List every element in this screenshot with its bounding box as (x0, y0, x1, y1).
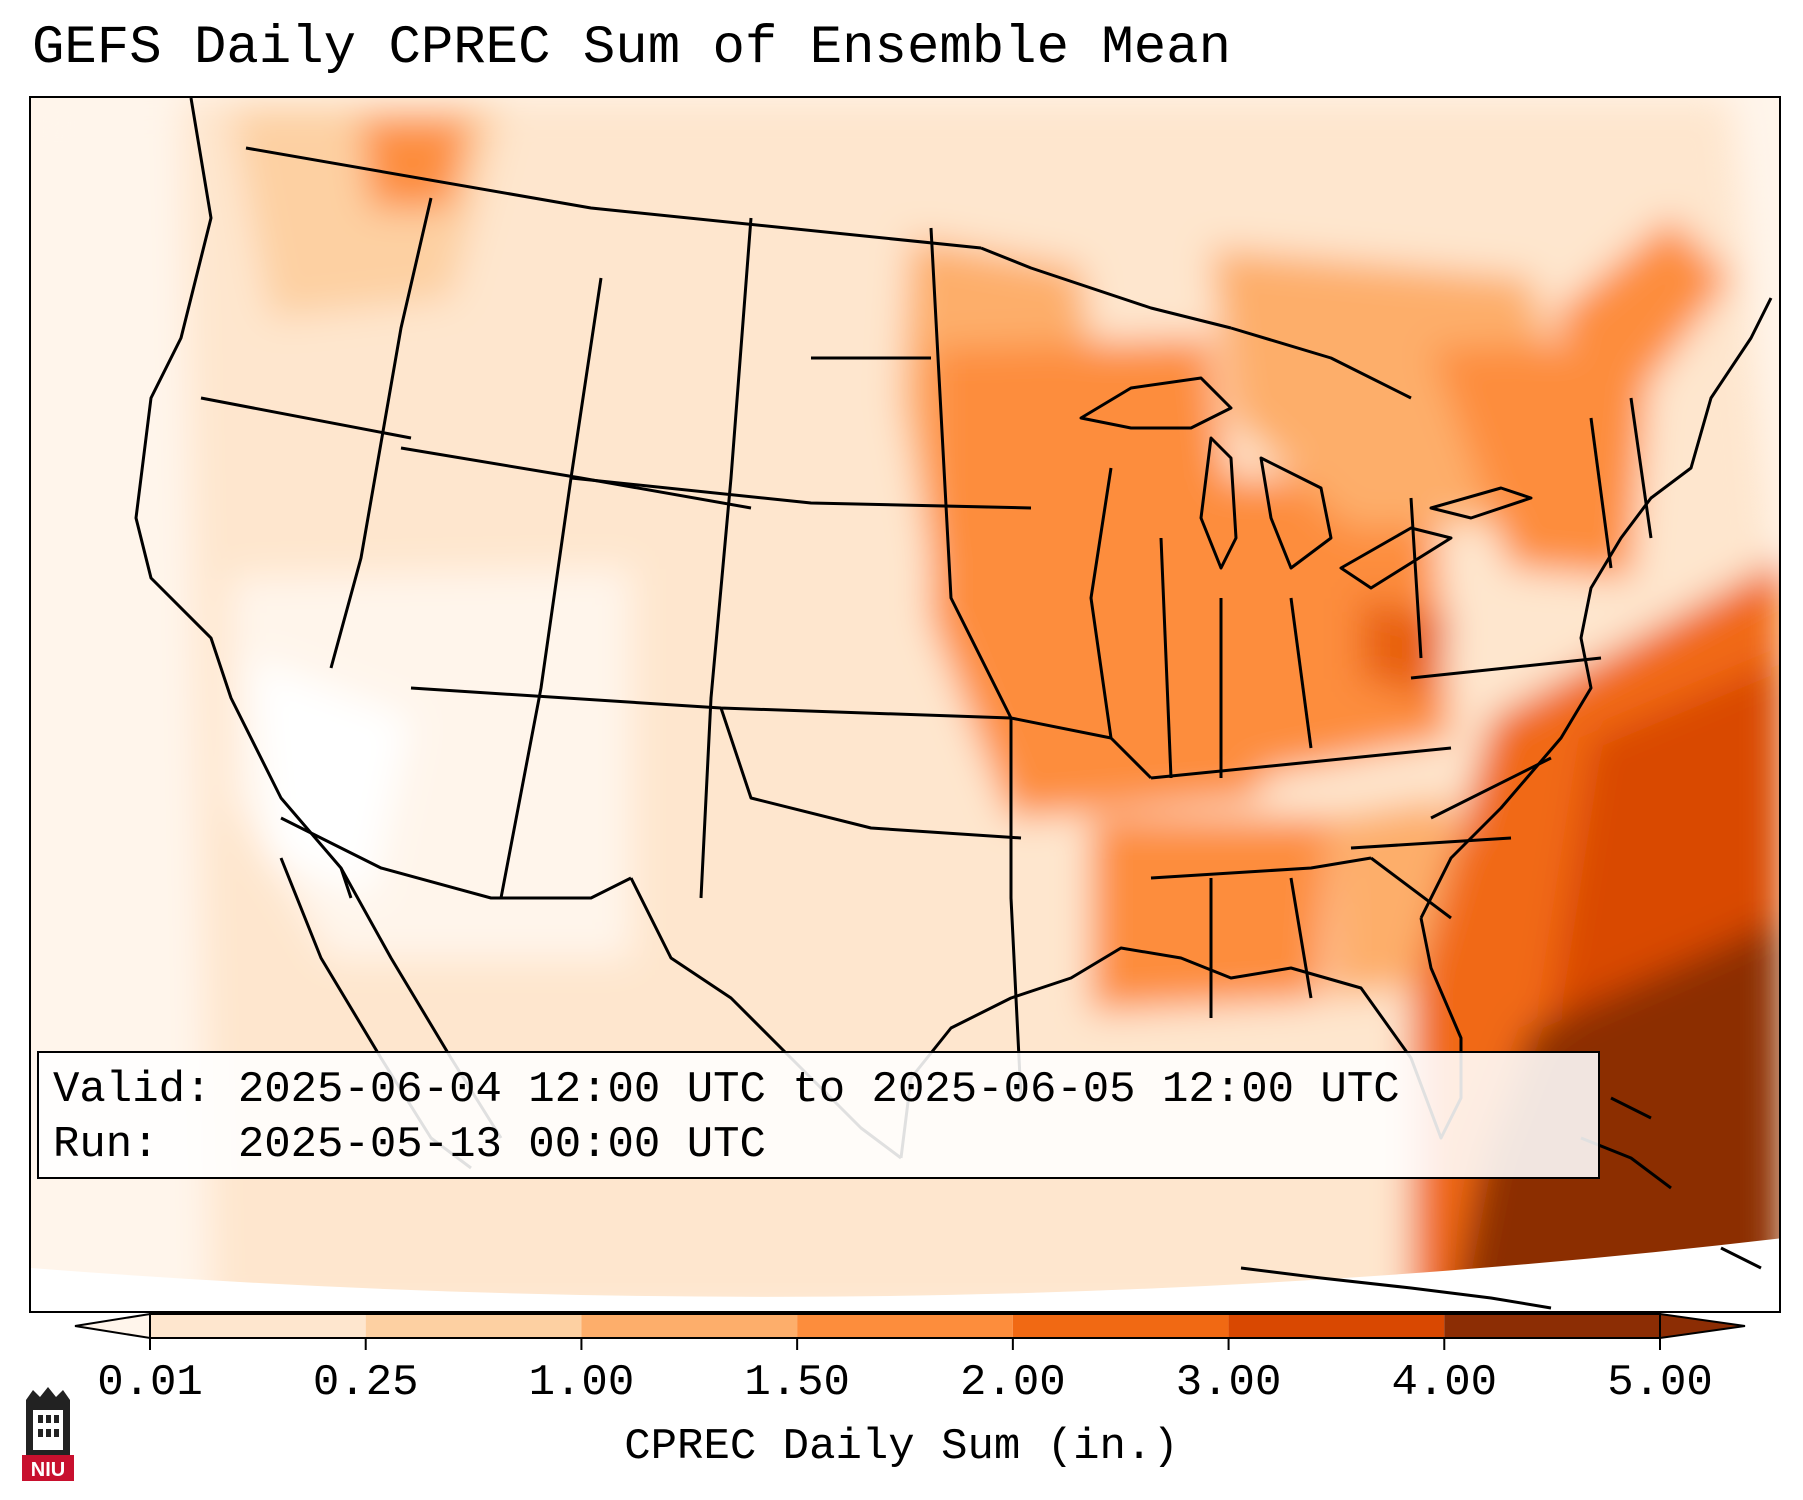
colorbar-tick-label: 1.00 (528, 1358, 635, 1408)
us-canada-border (245, 146, 982, 250)
colorbar-tick-label: 0.25 (312, 1358, 419, 1408)
colorbar-bin (365, 1314, 582, 1338)
valid-label: Valid: (53, 1065, 212, 1115)
lake-ontario (1429, 486, 1533, 520)
boundaries (134, 98, 1773, 1310)
lake-superior (1079, 376, 1233, 430)
valid-run-info: Valid: 2025-06-04 12:00 UTC to 2025-06-0… (37, 1051, 1600, 1179)
colorbar-bin (1012, 1314, 1229, 1338)
map-title: GEFS Daily CPREC Sum of Ensemble Mean (32, 18, 1231, 79)
colorbar-bin (797, 1314, 1013, 1338)
east-coastline (1419, 297, 1773, 919)
lake-erie (1339, 526, 1453, 590)
colorbar-outline (149, 1313, 1661, 1339)
colorbar-bin (150, 1314, 366, 1338)
run-label: Run: (53, 1120, 159, 1170)
colorbar-tick-label: 4.00 (1391, 1358, 1498, 1408)
valid-value: 2025-06-04 12:00 UTC to 2025-06-05 12:00… (237, 1065, 1400, 1115)
colorbar-bin (1228, 1314, 1445, 1338)
lake-michigan (1199, 436, 1238, 570)
colorbar-label: CPREC Daily Sum (in.) (624, 1422, 1179, 1472)
domain-edge (31, 1238, 1779, 1311)
colorbar-tick-label: 3.00 (1175, 1358, 1282, 1408)
svg-text:NIU: NIU (31, 1459, 65, 1481)
colorbar (74, 1312, 1746, 1350)
niu-logo: NIU (22, 1387, 74, 1481)
lake-huron (1259, 456, 1333, 570)
colorbar-tick-label: 2.00 (960, 1358, 1066, 1408)
colorbar-extend-high (1659, 1312, 1746, 1340)
colorbar-tick-label: 0.01 (97, 1358, 203, 1408)
colorbar-extend-low (74, 1312, 151, 1340)
us-mexico-border (280, 816, 632, 900)
colorbar-tick-label: 1.50 (744, 1358, 850, 1408)
colorbar-tick-label: 5.00 (1607, 1358, 1713, 1408)
precip-field (31, 98, 1779, 1311)
run-value: 2025-05-13 00:00 UTC (237, 1120, 766, 1170)
colorbar-bin (581, 1314, 798, 1338)
west-coastline (134, 98, 353, 899)
colorbar-bin (1444, 1314, 1660, 1338)
